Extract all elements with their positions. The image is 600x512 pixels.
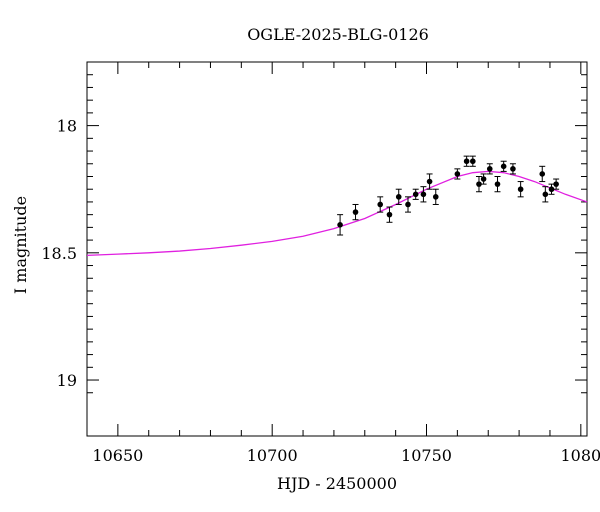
data-point <box>432 188 439 205</box>
data-point <box>486 163 493 175</box>
point-marker <box>480 176 487 182</box>
data-point <box>475 175 482 193</box>
point-marker <box>412 191 419 198</box>
point-marker <box>463 158 470 165</box>
data-point <box>542 186 549 203</box>
data-points <box>337 155 560 236</box>
axis-ticks <box>86 62 587 436</box>
point-marker <box>386 211 393 218</box>
point-marker <box>420 191 427 198</box>
point-marker <box>517 186 524 193</box>
data-point <box>404 196 411 213</box>
point-marker <box>454 171 461 177</box>
point-marker <box>500 163 507 170</box>
point-marker <box>542 191 549 198</box>
point-marker <box>352 209 359 215</box>
x-tick-label: 10650 <box>92 446 143 465</box>
data-point <box>386 206 393 223</box>
axis-tick-labels: 10650 10700 10750 1080 18 18.5 19 <box>41 117 600 465</box>
plot-frame <box>86 61 588 437</box>
data-point <box>480 173 487 185</box>
data-point <box>469 155 476 167</box>
data-point <box>539 165 546 183</box>
y-tick-label: 18.5 <box>41 244 77 263</box>
data-point <box>509 163 516 175</box>
data-point <box>426 173 433 190</box>
data-point <box>454 168 461 180</box>
point-marker <box>470 158 476 165</box>
point-marker <box>395 194 402 200</box>
y-tick-label: 18 <box>57 117 77 136</box>
y-axis-label: I magnitude <box>11 196 30 294</box>
plot-area <box>86 155 588 257</box>
data-point <box>463 155 470 167</box>
data-point <box>500 160 507 172</box>
y-tick-label: 19 <box>57 371 77 390</box>
data-point <box>494 175 501 193</box>
point-marker <box>548 186 555 193</box>
point-marker <box>539 171 546 177</box>
data-point <box>377 196 384 213</box>
data-point <box>352 203 359 221</box>
data-point <box>395 188 402 205</box>
point-marker <box>426 178 433 185</box>
point-marker <box>337 222 343 228</box>
point-marker <box>377 201 384 208</box>
model-curve-line <box>86 170 588 257</box>
point-marker <box>494 181 501 187</box>
x-tick-label: 10700 <box>247 446 298 465</box>
data-point <box>517 181 524 198</box>
point-marker <box>432 194 439 200</box>
data-point <box>337 214 344 236</box>
x-axis-label: HJD - 2450000 <box>277 474 397 493</box>
data-point <box>420 186 427 203</box>
point-marker <box>476 181 482 187</box>
chart-title: OGLE-2025-BLG-0126 <box>247 25 429 44</box>
x-tick-label: 1080 <box>560 446 600 465</box>
x-tick-label: 10750 <box>401 446 452 465</box>
point-marker <box>510 166 516 172</box>
data-point <box>553 178 560 190</box>
data-point <box>412 188 419 200</box>
point-marker <box>486 166 493 172</box>
point-marker <box>553 181 559 187</box>
point-marker <box>405 201 411 208</box>
